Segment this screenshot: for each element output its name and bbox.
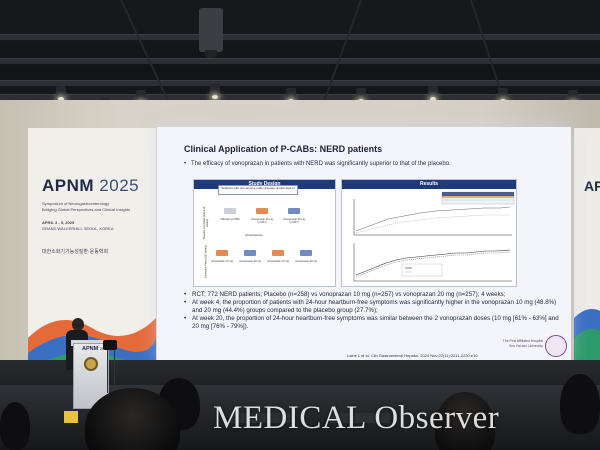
rerandomise-label: Re-Randomise: [245, 234, 263, 237]
spotlight-icon: [356, 88, 366, 103]
extension-arm-label: Vonoprazan 20 mg: [239, 260, 261, 263]
arm-pill: [288, 208, 300, 214]
extension-arm-label: Vonoprazan 10 mg: [267, 260, 289, 263]
audience-head: [0, 402, 30, 450]
ceiling-truss: [0, 58, 600, 64]
stage-monitor: [330, 413, 390, 423]
event-logo: APNM 2025: [42, 176, 139, 196]
study-design-entry-box: Subjects with non-erosive reflux disease…: [218, 185, 298, 195]
projection-screen: Clinical Application of P-CABs: NERD pat…: [157, 127, 571, 364]
ceiling-panel: [0, 0, 600, 40]
slide-reference: Laine L et al. Clin Gastroenterol Hepato…: [347, 353, 479, 358]
spotlight-icon: [210, 84, 220, 99]
audience-head: [85, 388, 180, 450]
event-logo-text: APNM: [42, 176, 95, 195]
extension-arm-pill: [272, 250, 284, 256]
extension-period-label: Extension Period (20 weeks): [204, 245, 208, 279]
placebo-period-label: Placebo-controlled period (4 weeks): [203, 206, 209, 240]
hospital-name: The First Affiliated Hospital Sun Yat-se…: [481, 339, 543, 348]
podium-emblem-icon: [84, 357, 98, 371]
speaker-head: [72, 318, 84, 331]
event-logo-year: 2025: [99, 176, 140, 195]
event-logo-partial: AP: [584, 178, 600, 194]
upper-plot-series: [355, 206, 511, 232]
event-banner-right: AP: [574, 128, 600, 378]
study-design-panel: Study Design Subjects with non-erosive r…: [193, 179, 336, 287]
spotlight-icon: [286, 88, 296, 103]
banner-venue: GRAND WALKERHILL SEOUL, KOREA: [42, 226, 114, 231]
study-design-header: Study Design: [194, 180, 335, 189]
slide-title: Clinical Application of P-CABs: NERD pat…: [184, 144, 383, 154]
arm-label: Vonoprazan 10 mg (n=257): [251, 218, 273, 224]
ceiling-truss: [0, 80, 600, 86]
audience-head: [560, 374, 600, 434]
audience-head: [435, 392, 495, 450]
extension-arm-pill: [216, 250, 228, 256]
projector: [199, 8, 223, 58]
results-panel: Results: [341, 179, 517, 287]
lower-plot-series: [355, 249, 511, 276]
ceiling-truss: [0, 94, 600, 100]
plot-legend: [401, 263, 443, 277]
arm-pill: [224, 208, 236, 214]
banner-society: 대한소화기기능성질환·운동학회: [42, 249, 109, 255]
slide-bullets: RCT; 772 NERD patients; Placebo (n=258) …: [184, 291, 564, 331]
ceiling-truss: [0, 34, 600, 40]
camera-tripod: [107, 345, 115, 393]
arm-pill: [256, 208, 268, 214]
camera-icon: [103, 340, 117, 350]
podium-logo-text: APNM: [82, 346, 99, 352]
slide-bullet: RCT; 772 NERD patients; Placebo (n=258) …: [184, 291, 564, 299]
arm-label: Vonoprazan 20 mg (n=257): [283, 218, 305, 224]
slide-bullet: At week 4, the proportion of patients wi…: [184, 299, 564, 315]
spotlight-icon: [56, 86, 66, 101]
results-header: Results: [342, 180, 516, 189]
extension-arm-pill: [300, 250, 312, 256]
banner-subtitle: Bridging Global Perspectives and Clinica…: [42, 207, 131, 212]
hospital-name-line: The First Affiliated Hospital: [502, 339, 543, 343]
banner-subtitle: Symposium of Neurogastroenterology: [42, 201, 110, 206]
watermark: MEDICAL Observer: [213, 400, 500, 436]
hospital-name-line: Sun Yat-sen University: [508, 343, 543, 348]
lower-plot-series: [355, 251, 511, 278]
hospital-logo-icon: [545, 335, 567, 357]
slide-subtitle: The efficacy of vonoprazan in patients w…: [184, 161, 451, 167]
stage-monitor: [230, 413, 290, 423]
upper-plot-series: [355, 214, 510, 234]
extension-arm-pill: [244, 250, 256, 256]
spotlight-icon: [428, 86, 438, 101]
arm-label: Placebo (n=258): [220, 218, 240, 221]
extension-arm-label: Vonoprazan 10 mg: [211, 260, 233, 263]
slide-bullet: At week 20, the proportion of 24-hour he…: [184, 315, 564, 331]
extension-arm-label: Vonoprazan 20 mg: [295, 260, 317, 263]
results-plots: [353, 191, 515, 282]
warning-sign: [64, 411, 78, 423]
banner-dates: APRIL 3 - 5, 2025: [42, 220, 75, 225]
spotlight-icon: [498, 88, 508, 103]
